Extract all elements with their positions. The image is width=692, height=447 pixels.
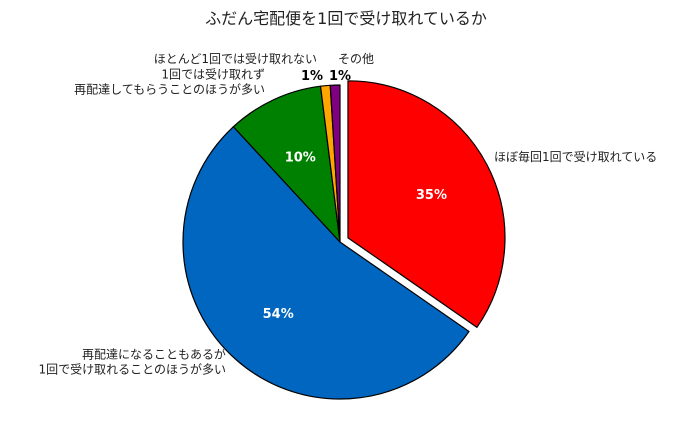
pie-percent-label-4: 1% [301,69,323,84]
pie-category-label-3: 1回では受け取れず再配達してもらうことのほうが多い [74,68,265,97]
pie-slice-1 [347,80,506,328]
pie-percent-labels: 35% 54% 10% 1% 1% [263,69,447,322]
pie-category-label-4: ほとんど1回では受け取れない [154,52,317,66]
pie-category-label-2: 再配達になることもあるが 1回で受け取れることのほうが多い [38,347,226,377]
pie-percent-label-1: 35% [416,188,447,203]
pie-percent-label-5: 1% [329,69,351,84]
pie-slice-5 [329,84,341,243]
pie-category-label-1: ほぼ毎回1回で受け取れている [494,149,657,164]
pie-percent-label-3: 10% [285,151,316,166]
pie-slices [182,80,506,400]
pie-percent-label-2: 54% [263,307,294,322]
pie-slice-3 [232,85,341,243]
chart-title: ふだん宅配便を1回で受け取れているか [205,9,487,28]
pie-category-label-5: その他 [338,52,374,66]
pie-slice-2 [182,126,470,400]
